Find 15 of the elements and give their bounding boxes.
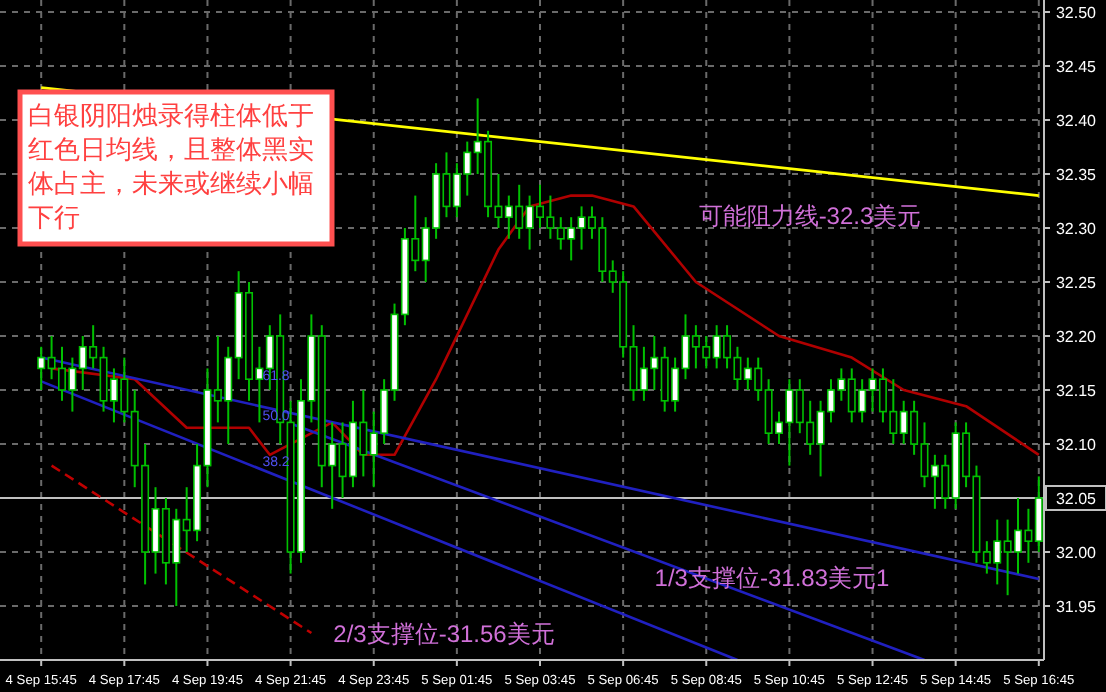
ref-line-label: 32.05 <box>1055 490 1098 508</box>
y-tick-label: 31.95 <box>1055 598 1098 616</box>
y-tick-label: 32.35 <box>1055 166 1098 184</box>
y-tick-label: 32.10 <box>1055 436 1098 454</box>
annotation: 白银阴阳烛录得柱体低于红色日均线，且整体黑实体占主，未来或继续小幅下行 <box>28 100 314 232</box>
y-tick-label: 32.50 <box>1055 4 1098 22</box>
y-tick-label: 32.20 <box>1055 328 1098 346</box>
y-tick-label: 32.15 <box>1055 382 1098 400</box>
y-tick-label: 32.00 <box>1055 544 1098 562</box>
annotation: 可能阻力线-32.3美元 <box>698 202 922 230</box>
y-tick-label: 32.40 <box>1055 112 1098 130</box>
y-tick-label: 32.45 <box>1055 58 1098 76</box>
y-tick-label: 32.25 <box>1055 274 1098 292</box>
y-tick-label: 32.30 <box>1055 220 1098 238</box>
annotation: 2/3支撑位-31.56美元 <box>333 620 555 648</box>
